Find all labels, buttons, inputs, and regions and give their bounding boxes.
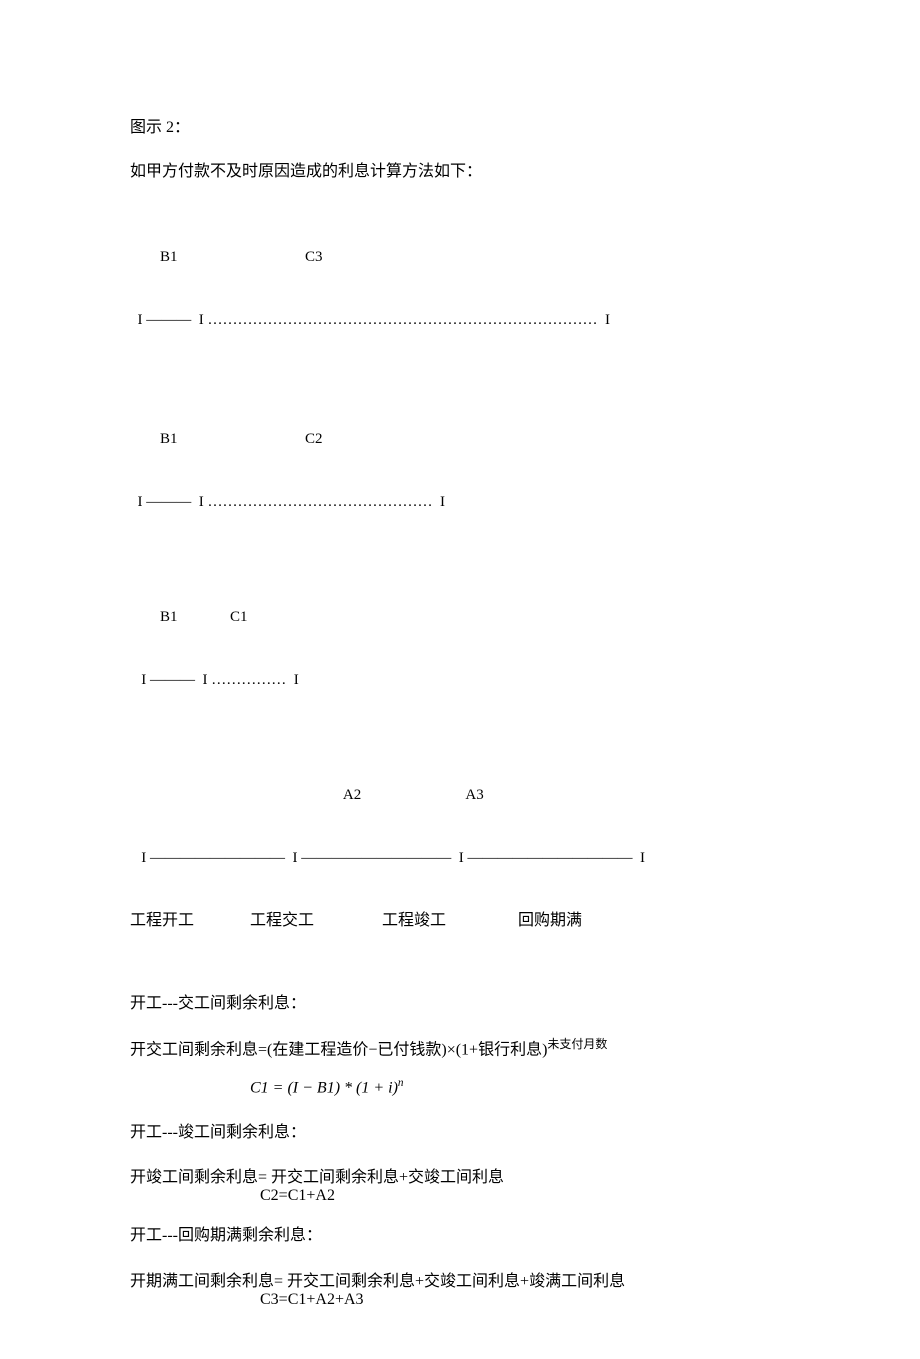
section3-text: 开期满工间剩余利息= 开交工间剩余利息+交竣工间利息+竣满工间利息 xyxy=(130,1267,790,1291)
diagram-row2-line: I ——— I ……………………………………… I xyxy=(130,493,790,513)
timeline-diagram: B1 C3 I ——— I ……………………………………………………………………… xyxy=(130,209,790,951)
section1-formula: C1 = (I − B1) * (1 + i)n xyxy=(250,1077,790,1097)
diagram-row1-labels: B1 C3 xyxy=(130,248,790,268)
diagram-milestones: 工程开工 工程交工 工程竣工 回购期满 xyxy=(130,911,790,932)
section3-formula: C3=C1+A2+A3 xyxy=(260,1291,790,1309)
section1-text-prefix: 开交工间剩余利息=(在建工程造价−已付钱款)×(1+银行利息) xyxy=(130,1041,547,1058)
section1-heading: 开工---交工间剩余利息： xyxy=(130,991,790,1017)
section1-text-sup: 未支付月数 xyxy=(547,1037,607,1051)
section2-text: 开竣工间剩余利息= 开交工间剩余利息+交竣工间利息 xyxy=(130,1163,790,1187)
section1-text: 开交工间剩余利息=(在建工程造价−已付钱款)×(1+银行利息)未支付月数 xyxy=(130,1035,790,1059)
diagram-row1-line: I ——— I …………………………………………………………………… I xyxy=(130,311,790,331)
subtitle: 如甲方付款不及时原因造成的利息计算方法如下： xyxy=(130,159,790,185)
diagram-row3-labels: B1 C1 xyxy=(130,608,790,628)
diagram-row4-labels: A2 A3 xyxy=(130,786,790,806)
diagram-row3-line: I ——— I …………… I xyxy=(130,671,790,691)
section1-formula-main: C1 = (I − B1) * (1 + i) xyxy=(250,1080,398,1097)
title: 图示 2： xyxy=(130,115,790,141)
diagram-row4-line: I ————————— I —————————— I ——————————— I xyxy=(130,849,790,869)
section2-formula: C2=C1+A2 xyxy=(260,1187,790,1205)
diagram-row2-labels: B1 C2 xyxy=(130,430,790,450)
section3-heading: 开工---回购期满剩余利息： xyxy=(130,1223,790,1249)
section1-formula-sup: n xyxy=(398,1077,404,1089)
section2-heading: 开工---竣工间剩余利息： xyxy=(130,1120,790,1146)
